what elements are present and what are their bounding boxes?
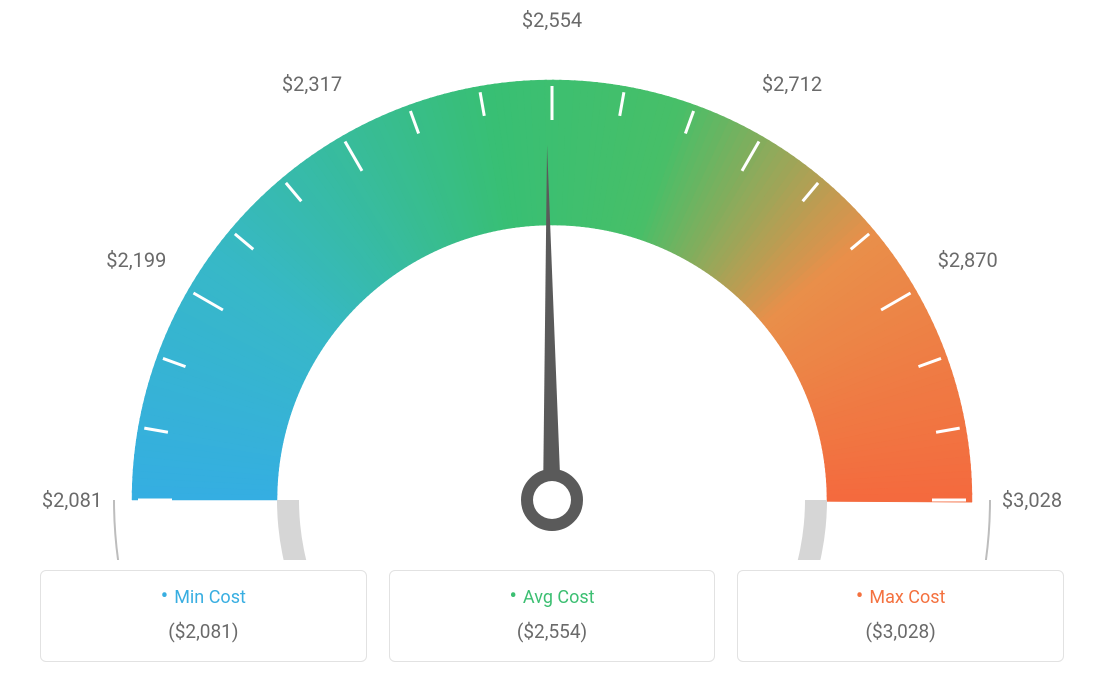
gauge-tick-label: $2,712 xyxy=(762,72,822,96)
gauge-tick-label: $2,081 xyxy=(42,488,102,512)
legend-value-max: ($3,028) xyxy=(866,620,936,643)
gauge-svg xyxy=(0,0,1104,560)
legend-title-min: • Min Cost xyxy=(161,587,246,608)
legend-title-text: Avg Cost xyxy=(523,587,595,608)
legend-card-avg: • Avg Cost ($2,554) xyxy=(389,570,716,662)
gauge-tick-label: $2,870 xyxy=(938,248,998,272)
gauge-chart: $2,081 $2,199 $2,317 $2,554 $2,712 $2,870 $3,0… xyxy=(0,0,1104,560)
legend-title-text: Min Cost xyxy=(174,587,246,608)
gauge-tick-label: $2,554 xyxy=(522,8,582,32)
gauge-tick-label: $2,199 xyxy=(106,248,166,272)
legend-card-min: • Min Cost ($2,081) xyxy=(40,570,367,662)
legend-card-max: • Max Cost ($3,028) xyxy=(737,570,1064,662)
gauge-tick-label: $2,317 xyxy=(282,72,342,96)
legend-title-max: • Max Cost xyxy=(856,587,946,608)
legend-title-avg: • Avg Cost xyxy=(509,587,594,608)
gauge-tick-label: $3,028 xyxy=(1002,488,1062,512)
legend-value-avg: ($2,554) xyxy=(517,620,587,643)
legend-row: • Min Cost ($2,081) • Avg Cost ($2,554) … xyxy=(40,570,1064,662)
legend-title-text: Max Cost xyxy=(869,587,945,608)
legend-value-min: ($2,081) xyxy=(168,620,238,643)
